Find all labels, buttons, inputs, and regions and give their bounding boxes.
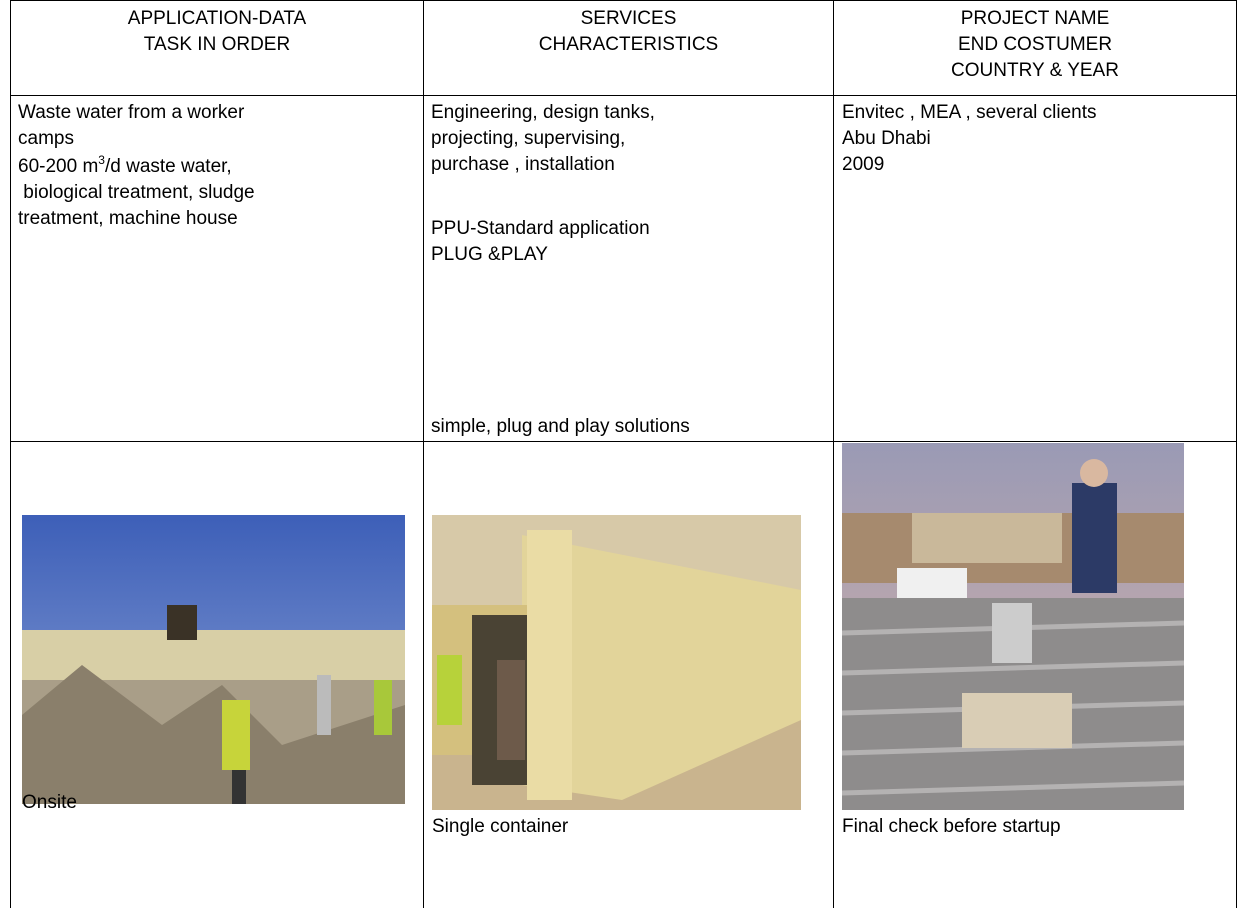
border bbox=[833, 0, 834, 908]
cell-text: PPU-Standard application bbox=[431, 218, 650, 239]
cell-text: 60-200 m3/d waste water, bbox=[18, 154, 232, 180]
header-line: END COSTUMER bbox=[957, 34, 1113, 55]
photo bbox=[842, 443, 1184, 810]
header-cell: PROJECT NAME END COSTUMER COUNTRY & YEAR bbox=[834, 6, 1236, 84]
text-part: /d waste water, bbox=[104, 156, 232, 177]
border bbox=[10, 0, 11, 908]
cell-text: Engineering, design tanks, bbox=[431, 102, 655, 123]
header-line: TASK IN ORDER bbox=[143, 34, 291, 55]
cell-text: Abu Dhabi bbox=[842, 128, 931, 149]
header-cell: SERVICES CHARACTERISTICS bbox=[424, 6, 833, 58]
border bbox=[10, 441, 1237, 442]
cell-text: Waste water from a worker bbox=[18, 102, 245, 123]
cell-text: PLUG &PLAY bbox=[431, 244, 548, 265]
photo bbox=[22, 515, 405, 804]
cell-text: treatment, machine house bbox=[18, 208, 238, 229]
border bbox=[10, 0, 1237, 1]
cell-text: camps bbox=[18, 128, 74, 149]
cell-text: simple, plug and play solutions bbox=[431, 416, 690, 437]
caption: Final check before startup bbox=[842, 816, 1061, 837]
superscript: 3 bbox=[98, 153, 105, 167]
caption: Onsite bbox=[22, 792, 77, 813]
header-line: CHARACTERISTICS bbox=[538, 34, 719, 55]
header-line: APPLICATION-DATA bbox=[127, 8, 307, 29]
text-part: 60-200 m bbox=[18, 156, 99, 177]
cell-text: 2009 bbox=[842, 154, 885, 175]
cell-text: purchase , installation bbox=[431, 154, 615, 175]
caption: Single container bbox=[432, 816, 569, 837]
border bbox=[10, 95, 1237, 96]
header-line: SERVICES bbox=[580, 8, 677, 29]
photo bbox=[432, 515, 801, 810]
cell-text: biological treatment, sludge bbox=[18, 182, 255, 203]
header-line: PROJECT NAME bbox=[960, 8, 1110, 29]
header-line: COUNTRY & YEAR bbox=[951, 60, 1119, 81]
cell-text: Envitec , MEA , several clients bbox=[842, 102, 1097, 123]
border bbox=[423, 0, 424, 908]
header-cell: APPLICATION-DATA TASK IN ORDER bbox=[11, 6, 423, 58]
cell-text: projecting, supervising, bbox=[431, 128, 626, 149]
